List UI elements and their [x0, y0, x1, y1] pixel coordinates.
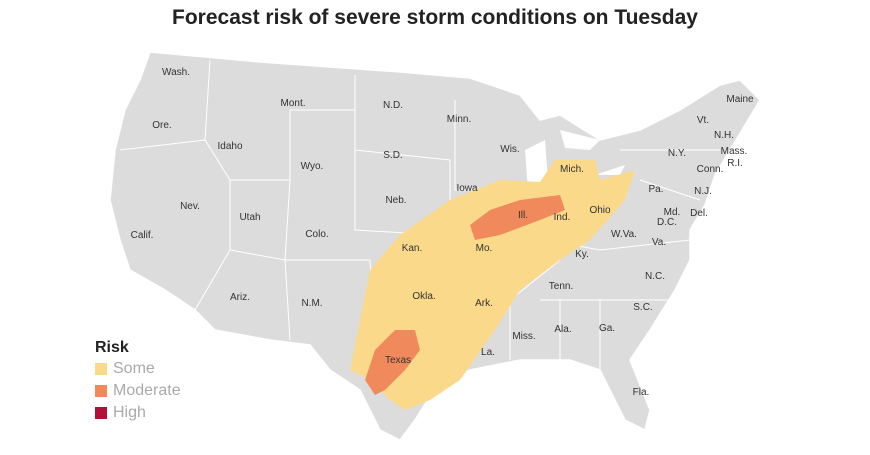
state-label: S.C. [633, 302, 652, 313]
state-label: Calif. [131, 230, 154, 241]
state-label: Pa. [648, 184, 663, 195]
state-label: Iowa [456, 183, 478, 194]
state-label: Ala. [554, 324, 571, 335]
state-label: Ore. [152, 120, 171, 131]
risk-area-moderate [365, 195, 565, 395]
state-label: Colo. [305, 229, 328, 240]
state-label: Ky. [575, 249, 589, 260]
state-label: Fla. [633, 387, 650, 398]
state-label: N.Y. [668, 148, 686, 159]
state-label: Ark. [475, 298, 493, 309]
state-label: Ill. [518, 210, 528, 221]
state-label: Okla. [412, 291, 435, 302]
state-label: Va. [652, 237, 666, 248]
state-label: W.Va. [611, 229, 637, 240]
state-label: Ind. [554, 212, 571, 223]
state-label: Conn. [697, 164, 724, 175]
legend-label: Moderate [113, 382, 181, 399]
state-label: Vt. [697, 115, 709, 126]
state-label: Utah [239, 212, 260, 223]
state-label: Maine [726, 94, 754, 105]
state-label: Minn. [447, 114, 471, 125]
state-label: Miss. [512, 331, 535, 342]
state-label: Del. [690, 208, 708, 219]
state-label: R.I. [727, 158, 743, 169]
state-label: Mont. [280, 98, 305, 109]
state-label: N.C. [645, 271, 665, 282]
state-labels: Wash. Mont. N.D. Minn. Maine Ore. Idaho … [131, 67, 754, 398]
legend-label: High [113, 404, 146, 421]
state-label: Ohio [589, 205, 611, 216]
map-title: Forecast risk of severe storm conditions… [172, 6, 698, 29]
legend-title: Risk [95, 339, 129, 356]
legend-swatch [95, 407, 107, 419]
legend-label: Some [113, 360, 155, 377]
legend-swatch [95, 363, 107, 375]
state-label: N.H. [714, 130, 734, 141]
state-label: Wash. [162, 67, 190, 78]
state-label: Wyo. [301, 161, 324, 172]
state-label: Mich. [560, 164, 584, 175]
state-label: S.D. [383, 150, 402, 161]
state-label: Ga. [599, 323, 615, 334]
state-label: Nev. [180, 201, 200, 212]
state-label: Tenn. [549, 281, 573, 292]
state-label: Mass. [721, 146, 748, 157]
legend: Risk Some Moderate High [95, 339, 181, 421]
state-label: Texas [385, 355, 411, 366]
state-label: N.J. [694, 186, 712, 197]
state-label: D.C. [657, 217, 677, 228]
state-label: Md. [664, 207, 681, 218]
state-label: Ariz. [230, 292, 250, 303]
state-label: N.M. [301, 298, 322, 309]
state-label: Kan. [402, 243, 423, 254]
risk-area-some [350, 160, 635, 410]
state-label: Idaho [217, 141, 242, 152]
state-label: N.D. [383, 100, 403, 111]
state-label: Mo. [476, 243, 493, 254]
legend-swatch [95, 385, 107, 397]
state-label: Wis. [500, 144, 519, 155]
state-label: La. [481, 347, 495, 358]
state-label: Neb. [385, 195, 406, 206]
